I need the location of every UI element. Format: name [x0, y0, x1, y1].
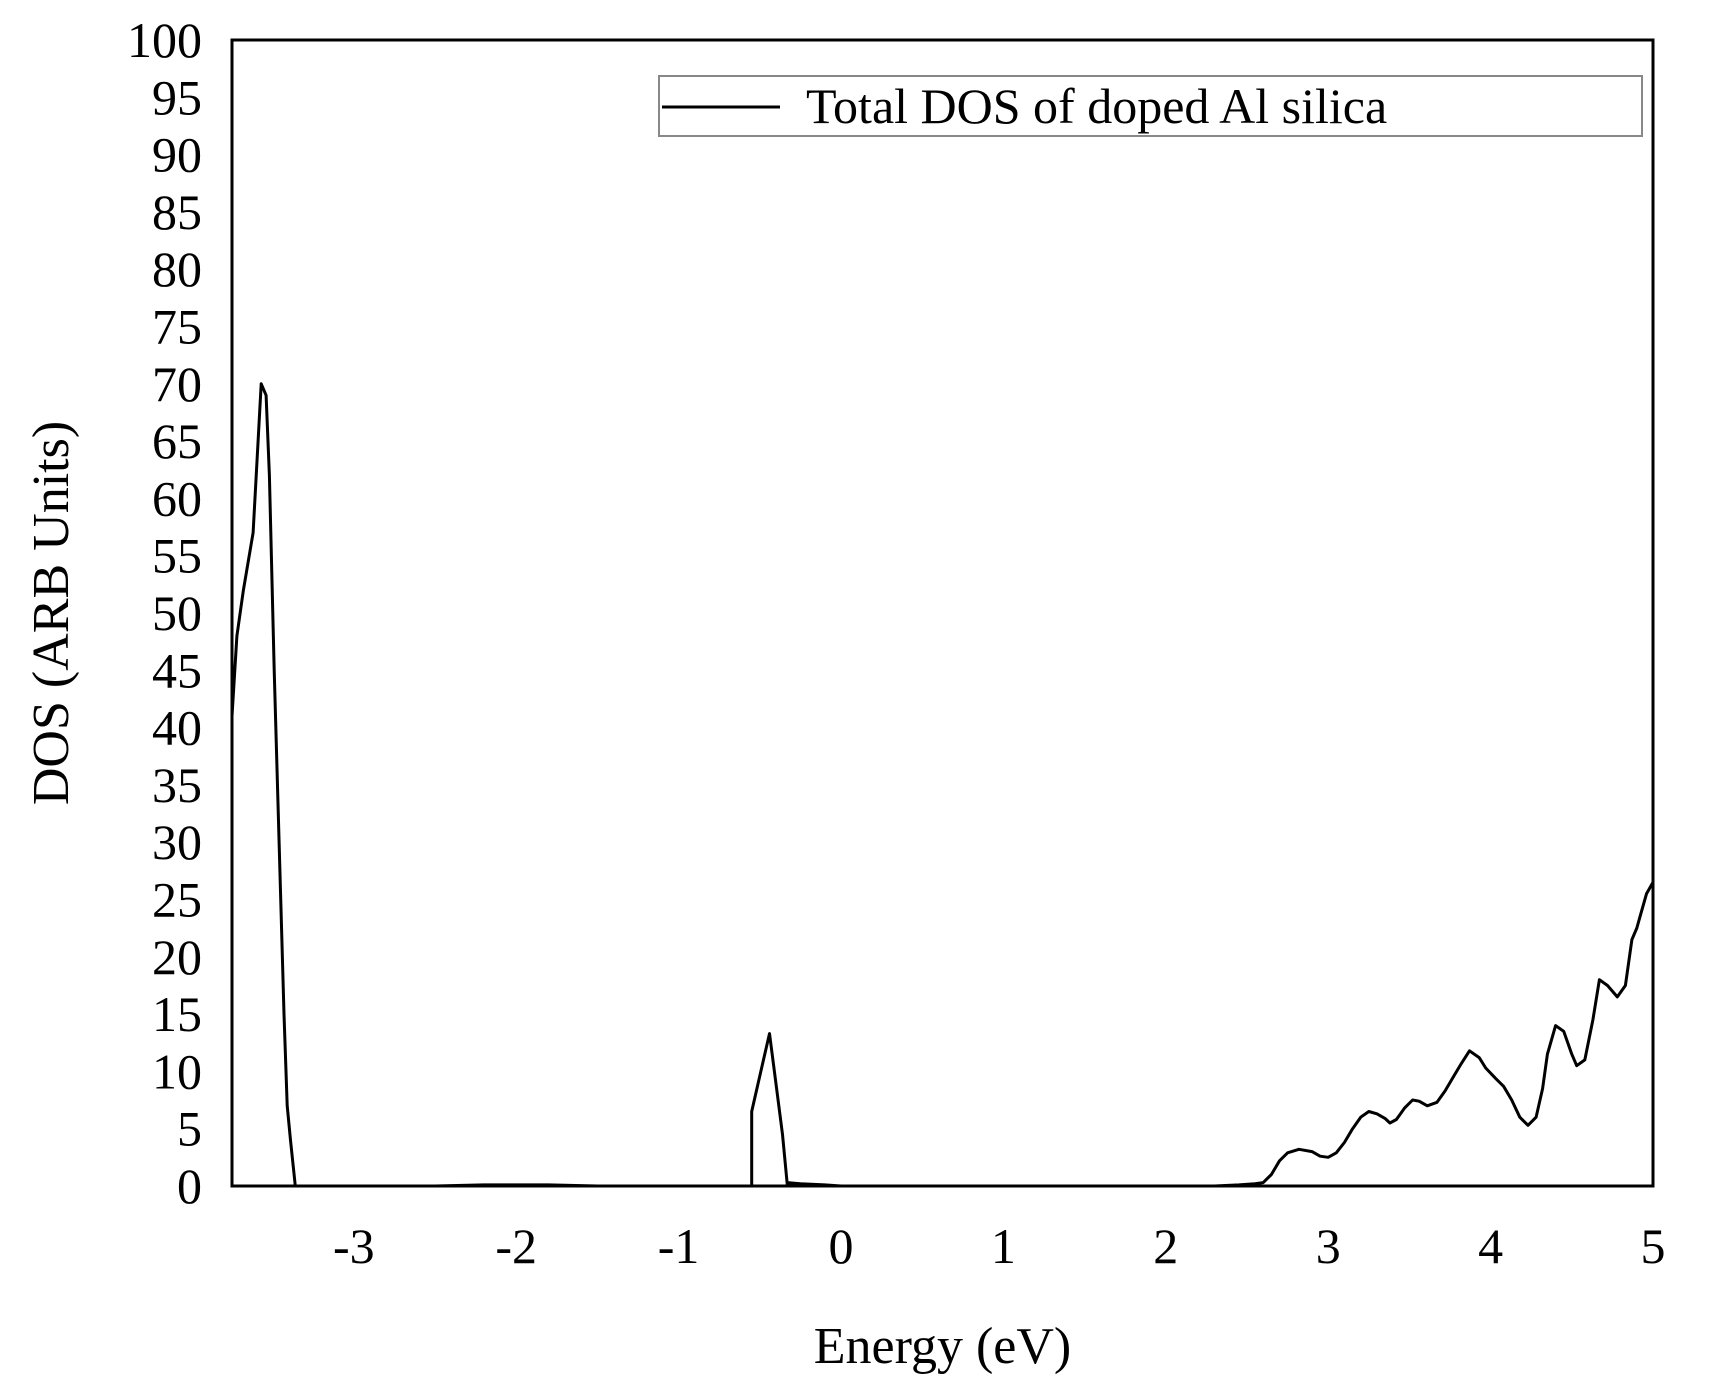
y-tick-label: 65 [152, 413, 202, 469]
y-tick-label: 95 [152, 69, 202, 125]
legend-box [658, 75, 1643, 137]
x-tick-label: 1 [991, 1218, 1016, 1274]
series-line-total-dos [230, 382, 1655, 1188]
x-tick-label: 0 [829, 1218, 854, 1274]
x-tick-label: -2 [495, 1218, 537, 1274]
x-axis-title: Energy (eV) [814, 1318, 1072, 1375]
y-tick-label: 40 [152, 700, 202, 756]
x-tick-label: 4 [1478, 1218, 1503, 1274]
x-axis-ticks: -3 -2 -1 0 1 2 3 4 5 [333, 1218, 1666, 1274]
y-tick-label: 90 [152, 127, 202, 183]
y-tick-label: 5 [177, 1101, 202, 1157]
y-tick-label: 85 [152, 184, 202, 240]
y-tick-label: 60 [152, 470, 202, 526]
y-tick-label: 10 [152, 1043, 202, 1099]
y-tick-label: 55 [152, 528, 202, 584]
x-tick-label: 5 [1641, 1218, 1666, 1274]
legend-entry-label: Total DOS of doped Al silica [806, 78, 1387, 134]
y-tick-label: 70 [152, 356, 202, 412]
y-tick-label: 100 [127, 12, 202, 68]
y-tick-label: 15 [152, 986, 202, 1042]
x-tick-label: -3 [333, 1218, 375, 1274]
y-tick-label: 30 [152, 814, 202, 870]
y-axis-ticks: 0510152025303540455055606570758085909510… [127, 12, 202, 1214]
y-tick-label: 50 [152, 585, 202, 641]
y-axis-title: DOS (ARB Units) [23, 421, 80, 805]
x-tick-label: 2 [1153, 1218, 1178, 1274]
y-tick-label: 75 [152, 299, 202, 355]
plot-area-frame [230, 38, 1655, 1188]
y-tick-label: 45 [152, 642, 202, 698]
y-tick-label: 25 [152, 872, 202, 928]
y-tick-label: 80 [152, 241, 202, 297]
x-tick-label: -1 [658, 1218, 700, 1274]
y-tick-label: 20 [152, 929, 202, 985]
x-tick-label: 3 [1316, 1218, 1341, 1274]
y-tick-label: 35 [152, 757, 202, 813]
legend: Total DOS of doped Al silica [658, 75, 1643, 137]
series-layer [230, 382, 1655, 1188]
y-tick-label: 0 [177, 1158, 202, 1214]
